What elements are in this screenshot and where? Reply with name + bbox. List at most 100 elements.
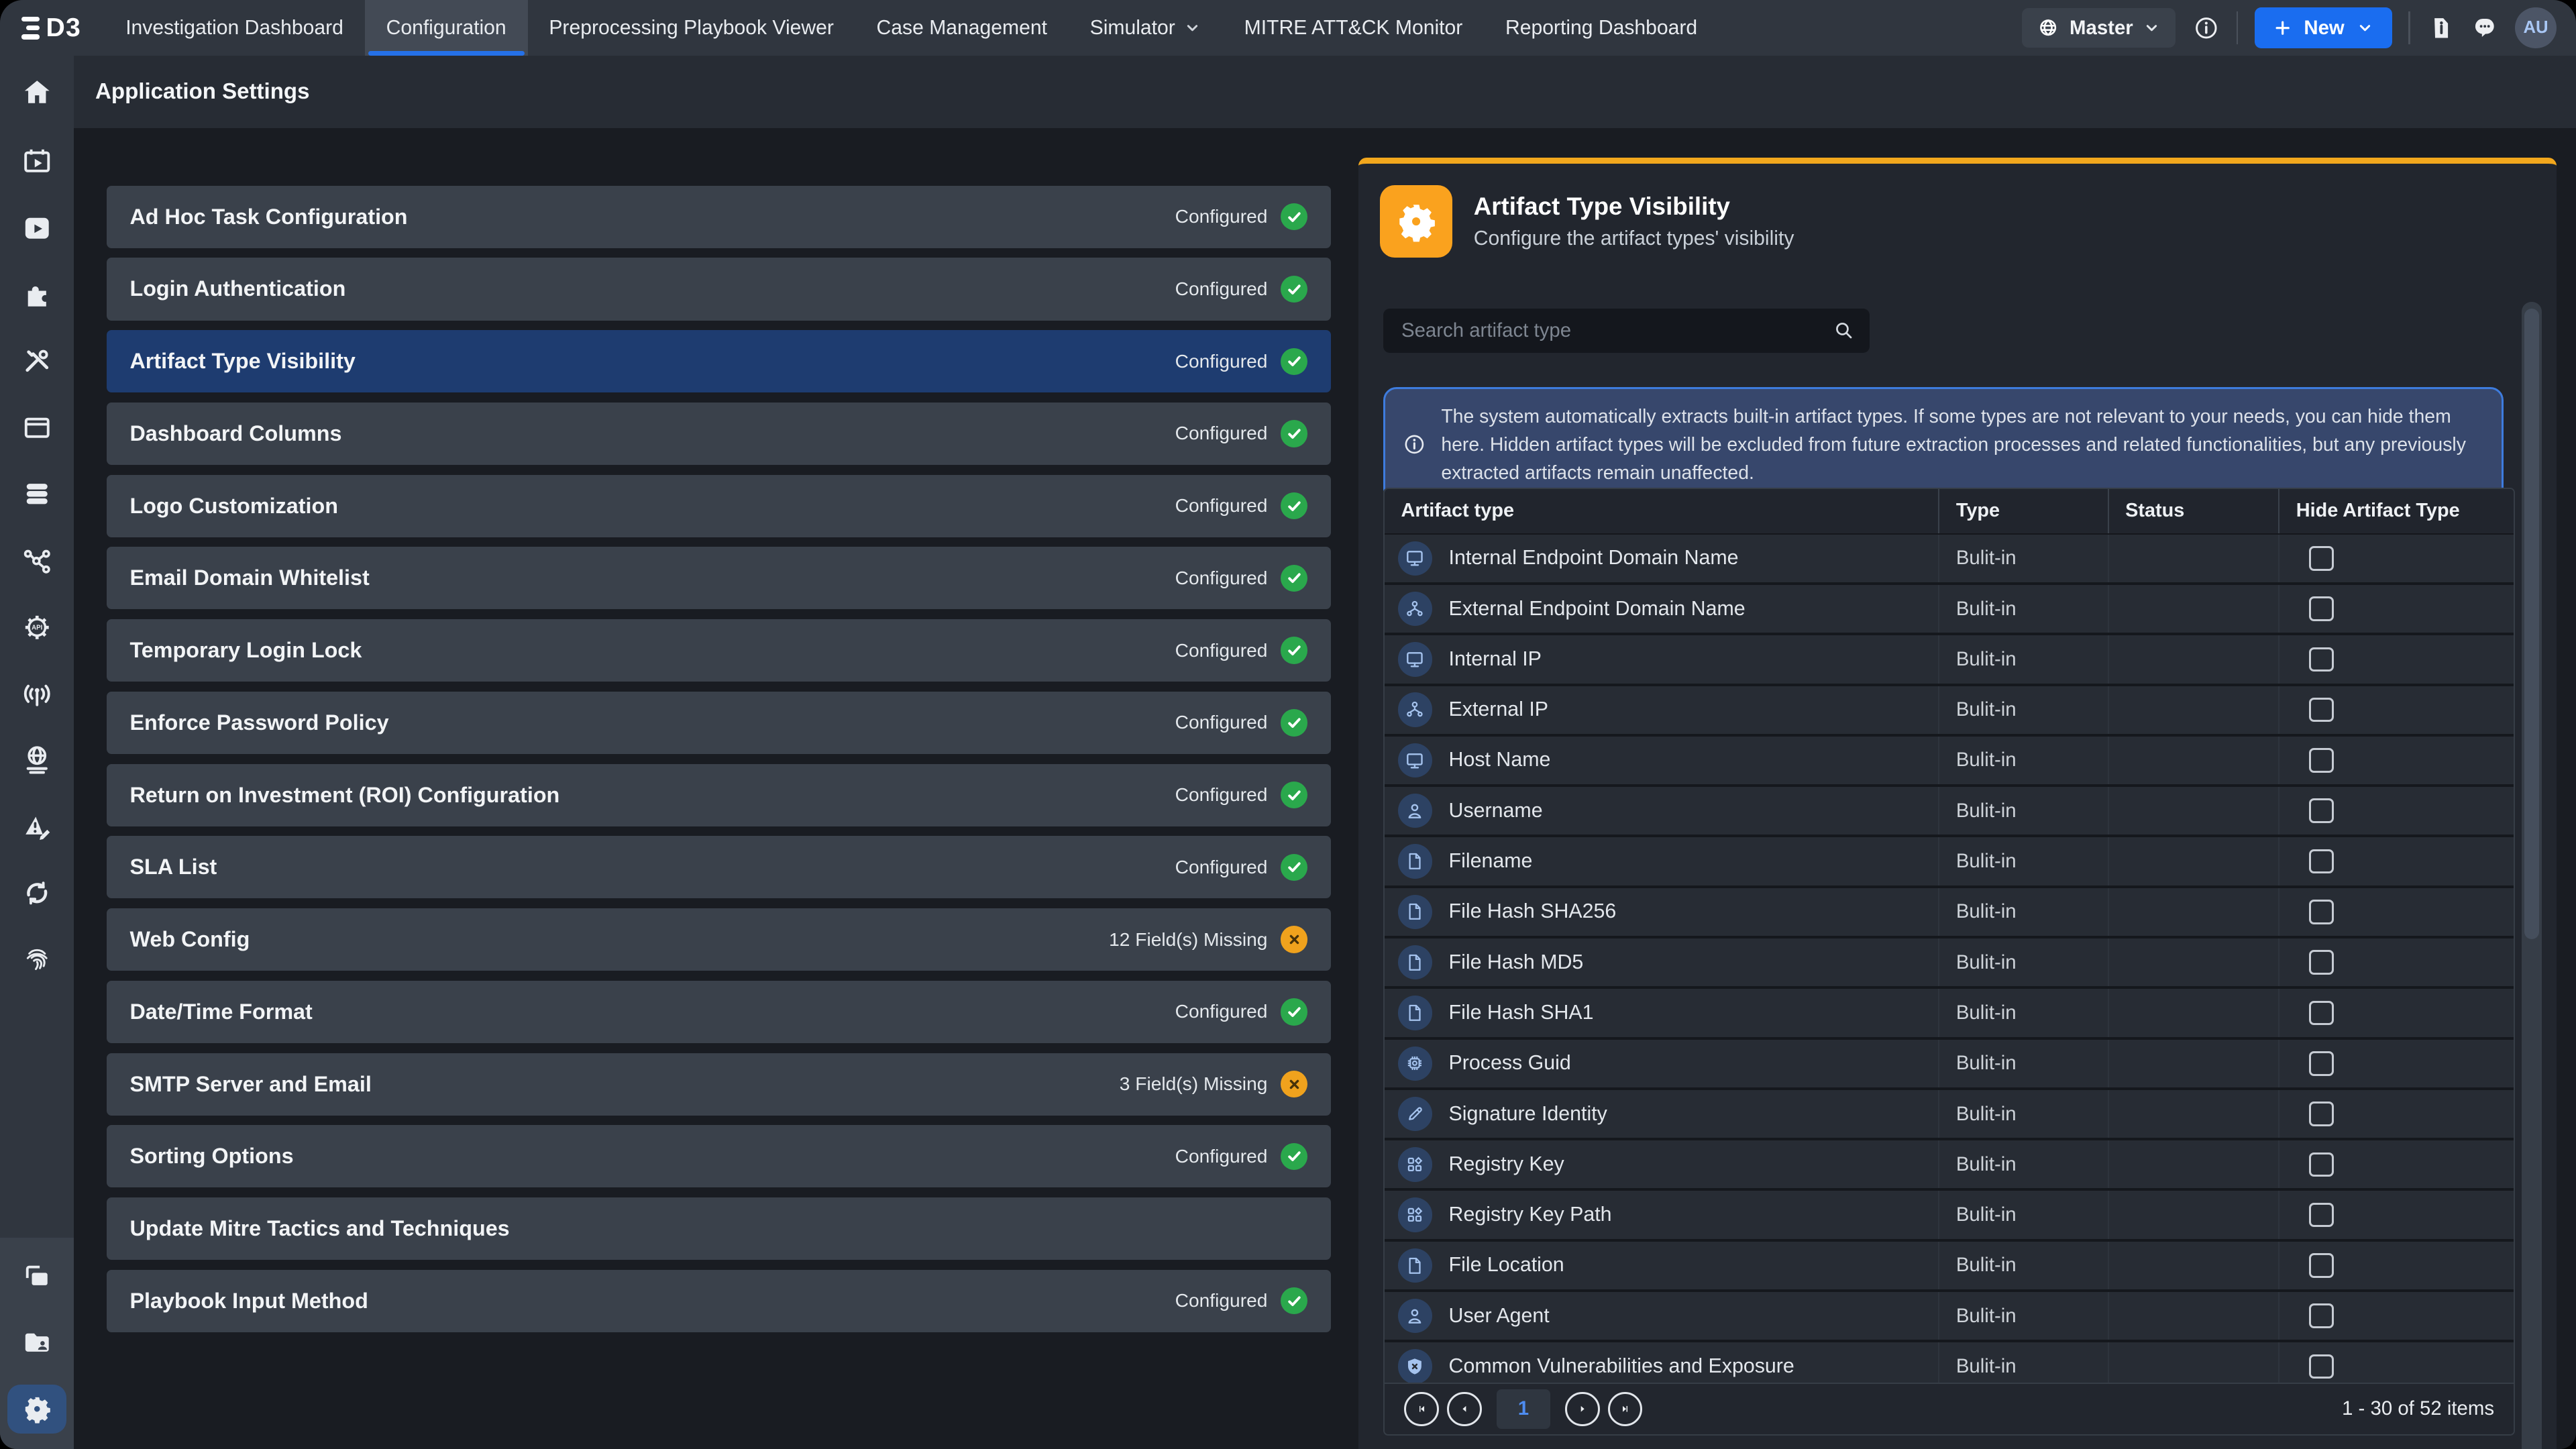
d3-logo-text: D3: [46, 13, 82, 42]
pagination-bar: 1 1 - 30 of 52 items: [1385, 1382, 2514, 1435]
sidebar-item-alert-edit[interactable]: [0, 794, 74, 860]
nav-item-reporting-dashboard[interactable]: Reporting Dashboard: [1484, 0, 1719, 56]
settings-row-sla-list[interactable]: SLA List Configured: [107, 836, 1331, 899]
artifact-type-cell: Bulit-in: [1938, 534, 2107, 582]
hide-artifact-checkbox[interactable]: [2309, 1354, 2334, 1379]
table-body: Internal Endpoint Domain Name Bulit-in Ext…: [1385, 534, 2514, 1383]
settings-row-date-time-format[interactable]: Date/Time Format Configured: [107, 980, 1331, 1043]
settings-row-smtp-server-and-email[interactable]: SMTP Server and Email 3 Field(s) Missing: [107, 1053, 1331, 1116]
nav-item-mitre-att-ck-monitor[interactable]: MITRE ATT&CK Monitor: [1223, 0, 1484, 56]
sidebar-item-antenna[interactable]: [0, 660, 74, 727]
hide-artifact-checkbox[interactable]: [2309, 647, 2334, 672]
grid-icon: [1397, 1147, 1433, 1182]
document-info-icon[interactable]: [2426, 14, 2455, 42]
artifact-name-cell: File Hash MD5: [1385, 938, 1938, 986]
monitor-icon: [1397, 642, 1433, 677]
settings-row-update-mitre-tactics-and-techniques[interactable]: Update Mitre Tactics and Techniques: [107, 1197, 1331, 1260]
hide-artifact-cell: [2278, 938, 2514, 987]
last-page-button[interactable]: [1608, 1391, 1643, 1427]
settings-row-web-config[interactable]: Web Config 12 Field(s) Missing: [107, 908, 1331, 971]
person-icon: [1397, 1299, 1433, 1334]
settings-row-enforce-password-policy[interactable]: Enforce Password Policy Configured: [107, 691, 1331, 754]
sidebar-item-gear[interactable]: [0, 1376, 74, 1442]
sidebar-item-tools[interactable]: [0, 328, 74, 394]
info-banner-text: The system automatically extracts built-…: [1441, 405, 2466, 484]
artifact-type-cell: Bulit-in: [1938, 1039, 2107, 1087]
settings-row-label: Ad Hoc Task Configuration: [129, 204, 408, 229]
globe-icon: [2037, 16, 2059, 39]
sidebar-item-globe-lines[interactable]: [0, 727, 74, 794]
nav-item-simulator[interactable]: Simulator: [1069, 0, 1223, 56]
master-environment-selector[interactable]: Master: [2022, 8, 2176, 48]
table-row-registry-key: Registry Key Bulit-in: [1385, 1140, 2514, 1191]
hide-artifact-checkbox[interactable]: [2309, 545, 2334, 571]
artifact-name: External IP: [1448, 698, 1549, 721]
hide-artifact-checkbox[interactable]: [2309, 950, 2334, 975]
chat-icon[interactable]: [2471, 14, 2499, 42]
settings-row-login-authentication[interactable]: Login Authentication Configured: [107, 258, 1331, 321]
sidebar-item-calendar-play[interactable]: [0, 128, 74, 195]
hide-artifact-checkbox[interactable]: [2309, 596, 2334, 621]
status-text: Configured: [1175, 350, 1268, 372]
chip-icon: [1397, 1046, 1433, 1081]
artifact-status-cell: [2107, 1292, 2279, 1340]
artifact-status-cell: [2107, 635, 2279, 684]
artifact-type-visibility-panel: Artifact Type Visibility Configure the a…: [1358, 158, 2557, 1449]
sidebar-item-gear-api[interactable]: API: [0, 594, 74, 660]
settings-row-playbook-input-method[interactable]: Playbook Input Method Configured: [107, 1269, 1331, 1332]
info-icon[interactable]: [2192, 14, 2220, 42]
hide-artifact-checkbox[interactable]: [2309, 1303, 2334, 1329]
settings-row-label: Return on Investment (ROI) Configuration: [129, 782, 560, 807]
hide-artifact-cell: [2278, 837, 2514, 885]
settings-row-logo-customization[interactable]: Logo Customization Configured: [107, 474, 1331, 537]
sidebar-item-fingerprint[interactable]: [0, 926, 74, 993]
sidebar-item-database[interactable]: [0, 461, 74, 527]
table-row-file-hash-sha1: File Hash SHA1 Bulit-in: [1385, 989, 2514, 1040]
status-text: Configured: [1175, 423, 1268, 444]
hide-artifact-checkbox[interactable]: [2309, 1152, 2334, 1177]
settings-row-dashboard-columns[interactable]: Dashboard Columns Configured: [107, 402, 1331, 465]
nav-item-preprocessing-playbook-viewer[interactable]: Preprocessing Playbook Viewer: [528, 0, 855, 56]
artifact-status-cell: [2107, 736, 2279, 785]
settings-row-return-on-investment-roi-configuration[interactable]: Return on Investment (ROI) Configuration…: [107, 763, 1331, 826]
nav-item-configuration[interactable]: Configuration: [364, 0, 528, 56]
hide-artifact-checkbox[interactable]: [2309, 900, 2334, 924]
sidebar-item-home[interactable]: [0, 56, 74, 128]
panel-scrollbar-track[interactable]: [2522, 301, 2542, 1449]
sidebar-item-panel[interactable]: [0, 394, 74, 461]
hide-artifact-checkbox[interactable]: [2309, 1253, 2334, 1278]
settings-row-artifact-type-visibility[interactable]: Artifact Type Visibility Configured: [107, 330, 1331, 393]
status-check-icon: [1280, 203, 1308, 231]
hide-artifact-checkbox[interactable]: [2309, 748, 2334, 773]
settings-row-email-domain-whitelist[interactable]: Email Domain Whitelist Configured: [107, 547, 1331, 610]
sidebar-item-windows-copy[interactable]: [0, 1243, 74, 1309]
nav-item-investigation-dashboard[interactable]: Investigation Dashboard: [104, 0, 364, 56]
settings-row-temporary-login-lock[interactable]: Temporary Login Lock Configured: [107, 619, 1331, 682]
new-button[interactable]: New: [2254, 7, 2392, 49]
hide-artifact-checkbox[interactable]: [2309, 697, 2334, 722]
panel-scrollbar-thumb[interactable]: [2524, 308, 2539, 940]
current-page-indicator[interactable]: 1: [1496, 1389, 1551, 1429]
nav-item-case-management[interactable]: Case Management: [855, 0, 1069, 56]
artifact-name-cell: Registry Key Path: [1385, 1191, 1938, 1238]
sidebar-item-book-play[interactable]: [0, 195, 74, 261]
hide-artifact-checkbox[interactable]: [2309, 1000, 2334, 1026]
settings-row-ad-hoc-task-configuration[interactable]: Ad Hoc Task Configuration Configured: [107, 185, 1331, 248]
status-check-icon: [1280, 853, 1308, 881]
sidebar-item-share-nodes[interactable]: [0, 527, 74, 594]
avatar[interactable]: AU: [2515, 7, 2557, 49]
sidebar-item-sync[interactable]: [0, 860, 74, 926]
settings-row-status: Configured: [1175, 853, 1308, 881]
hide-artifact-checkbox[interactable]: [2309, 849, 2334, 874]
settings-row-sorting-options[interactable]: Sorting Options Configured: [107, 1125, 1331, 1188]
previous-page-button[interactable]: [1447, 1391, 1482, 1427]
first-page-button[interactable]: [1404, 1391, 1439, 1427]
hide-artifact-checkbox[interactable]: [2309, 798, 2334, 824]
sidebar-item-puzzle[interactable]: [0, 261, 74, 327]
search-input[interactable]: [1398, 317, 1832, 344]
hide-artifact-checkbox[interactable]: [2309, 1102, 2334, 1126]
next-page-button[interactable]: [1565, 1391, 1600, 1427]
hide-artifact-checkbox[interactable]: [2309, 1202, 2334, 1228]
hide-artifact-checkbox[interactable]: [2309, 1051, 2334, 1076]
sidebar-item-folder-user[interactable]: [0, 1309, 74, 1376]
